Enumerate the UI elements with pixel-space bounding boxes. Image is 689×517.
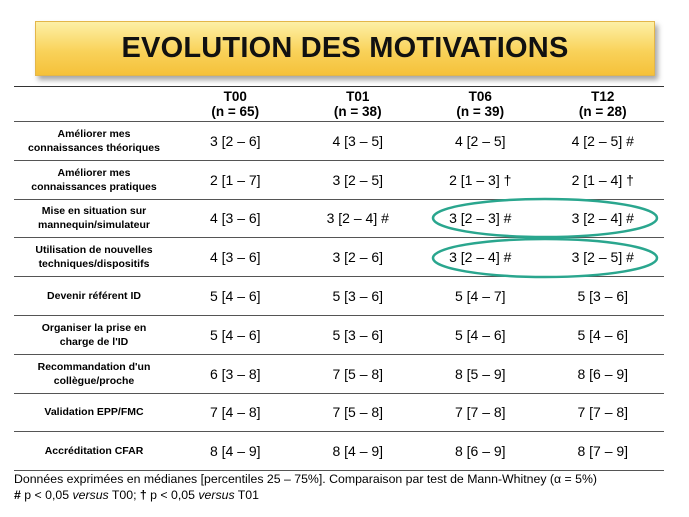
cell-value: 2 [1 – 7] [174, 159, 297, 200]
row-label: Validation EPP/FMC [14, 392, 174, 432]
cell-value: 7 [5 – 8] [296, 353, 419, 394]
cell-value: 3 [2 – 4] # [296, 198, 419, 238]
cell-value: 4 [3 – 6] [174, 237, 297, 277]
table-row: Accréditation CFAR 8 [4 – 9] 8 [4 – 9] 8… [14, 431, 664, 472]
row-label: Organiser la prise en charge de l'ID [14, 314, 174, 355]
cell-value: 8 [5 – 9] [419, 353, 542, 394]
cell-value: 6 [3 – 8] [174, 353, 297, 394]
table-row: Recommandation d'un collègue/proche 6 [3 … [14, 353, 664, 394]
cell-value: 8 [4 – 9] [174, 431, 297, 472]
cell-value: 5 [4 – 6] [174, 276, 297, 316]
table-row: Utilisation de nouvelles techniques/dispo… [14, 237, 664, 277]
header-t12: T12 (n = 28) [541, 86, 664, 122]
table-row: Améliorer mes connaissances théoriques 3 … [14, 121, 664, 161]
cell-value: 7 [7 – 8] [419, 392, 542, 432]
footnote: Données exprimées en médianes [percentil… [14, 471, 674, 503]
row-label: Mise en situation sur mannequin/simulateu… [14, 198, 174, 238]
header-row: T00 (n = 65) T01 (n = 38) T06 (n = 39) T12(… [14, 86, 664, 122]
cell-value: 2 [1 – 4] † [541, 159, 664, 200]
cell-value: 8 [7 – 9] [541, 431, 664, 472]
header-t01: T01 (n = 38) [296, 86, 419, 122]
cell-value: 3 [2 – 6] [174, 121, 297, 161]
cell-value: 4 [2 – 5] # [541, 121, 664, 161]
cell-value: 4 [3 – 6] [174, 198, 297, 238]
motivations-table: T00 (n = 65) T01 (n = 38) T06 (n = 39) T12(… [14, 86, 664, 472]
hash-symbol: # [14, 488, 21, 502]
cell-value: 8 [4 – 9] [296, 431, 419, 472]
cell-value: 7 [4 – 8] [174, 392, 297, 432]
row-label: Utilisation de nouvelles techniques/dispo… [14, 237, 174, 277]
cell-value: 5 [4 – 6] [419, 314, 542, 355]
cell-value: 3 [2 – 6] [296, 237, 419, 277]
dagger-symbol: † [139, 488, 147, 502]
header-empty-cell [14, 86, 174, 122]
row-label: Recommandation d'un collègue/proche [14, 353, 174, 394]
cell-value: 5 [3 – 6] [296, 276, 419, 316]
footnote-line-1: Données exprimées en médianes [percentil… [14, 472, 597, 486]
cell-value: 5 [3 – 6] [541, 276, 664, 316]
cell-value: 5 [4 – 6] [541, 314, 664, 355]
table-row: Mise en situation sur mannequin/simulateu… [14, 198, 664, 238]
row-label: Devenir référent ID [14, 276, 174, 316]
cell-value: 3 [2 – 4] # [541, 198, 664, 238]
header-t00: T00 (n = 65) [174, 86, 297, 122]
cell-value: 3 [2 – 5] # [541, 237, 664, 277]
table-row: Validation EPP/FMC 7 [4 – 8] 7 [5 – 8] 7… [14, 392, 664, 432]
cell-value: 3 [2 – 4] # [419, 237, 542, 277]
header-t06: T06 (n = 39) [419, 86, 542, 122]
row-label: Améliorer mes connaissances théoriques [14, 121, 174, 161]
title-banner: EVOLUTION DES MOTIVATIONS [35, 21, 655, 76]
table-row: Organiser la prise en charge de l'ID 5 [4… [14, 314, 664, 355]
table-row: Devenir référent ID 5 [4 – 6] 5 [3 – 6] … [14, 276, 664, 316]
row-label: Accréditation CFAR [14, 431, 174, 472]
cell-value: 7 [7 – 8] [541, 392, 664, 432]
cell-value: 4 [3 – 5] [296, 121, 419, 161]
cell-value: 7 [5 – 8] [296, 392, 419, 432]
footnote-line-2: # p < 0,05 versus T00; † p < 0,05 versus… [14, 488, 259, 502]
cell-value: 3 [2 – 3] # [419, 198, 542, 238]
row-label: Améliorer mes connaissances pratiques [14, 159, 174, 200]
cell-value: 8 [6 – 9] [419, 431, 542, 472]
cell-value: 2 [1 – 3] † [419, 159, 542, 200]
cell-value: 5 [3 – 6] [296, 314, 419, 355]
cell-value: 5 [4 – 7] [419, 276, 542, 316]
cell-value: 5 [4 – 6] [174, 314, 297, 355]
cell-value: 8 [6 – 9] [541, 353, 664, 394]
cell-value: 4 [2 – 5] [419, 121, 542, 161]
page-title: EVOLUTION DES MOTIVATIONS [121, 32, 569, 64]
table-row: Améliorer mes connaissances pratiques 2 [… [14, 159, 664, 200]
cell-value: 3 [2 – 5] [296, 159, 419, 200]
